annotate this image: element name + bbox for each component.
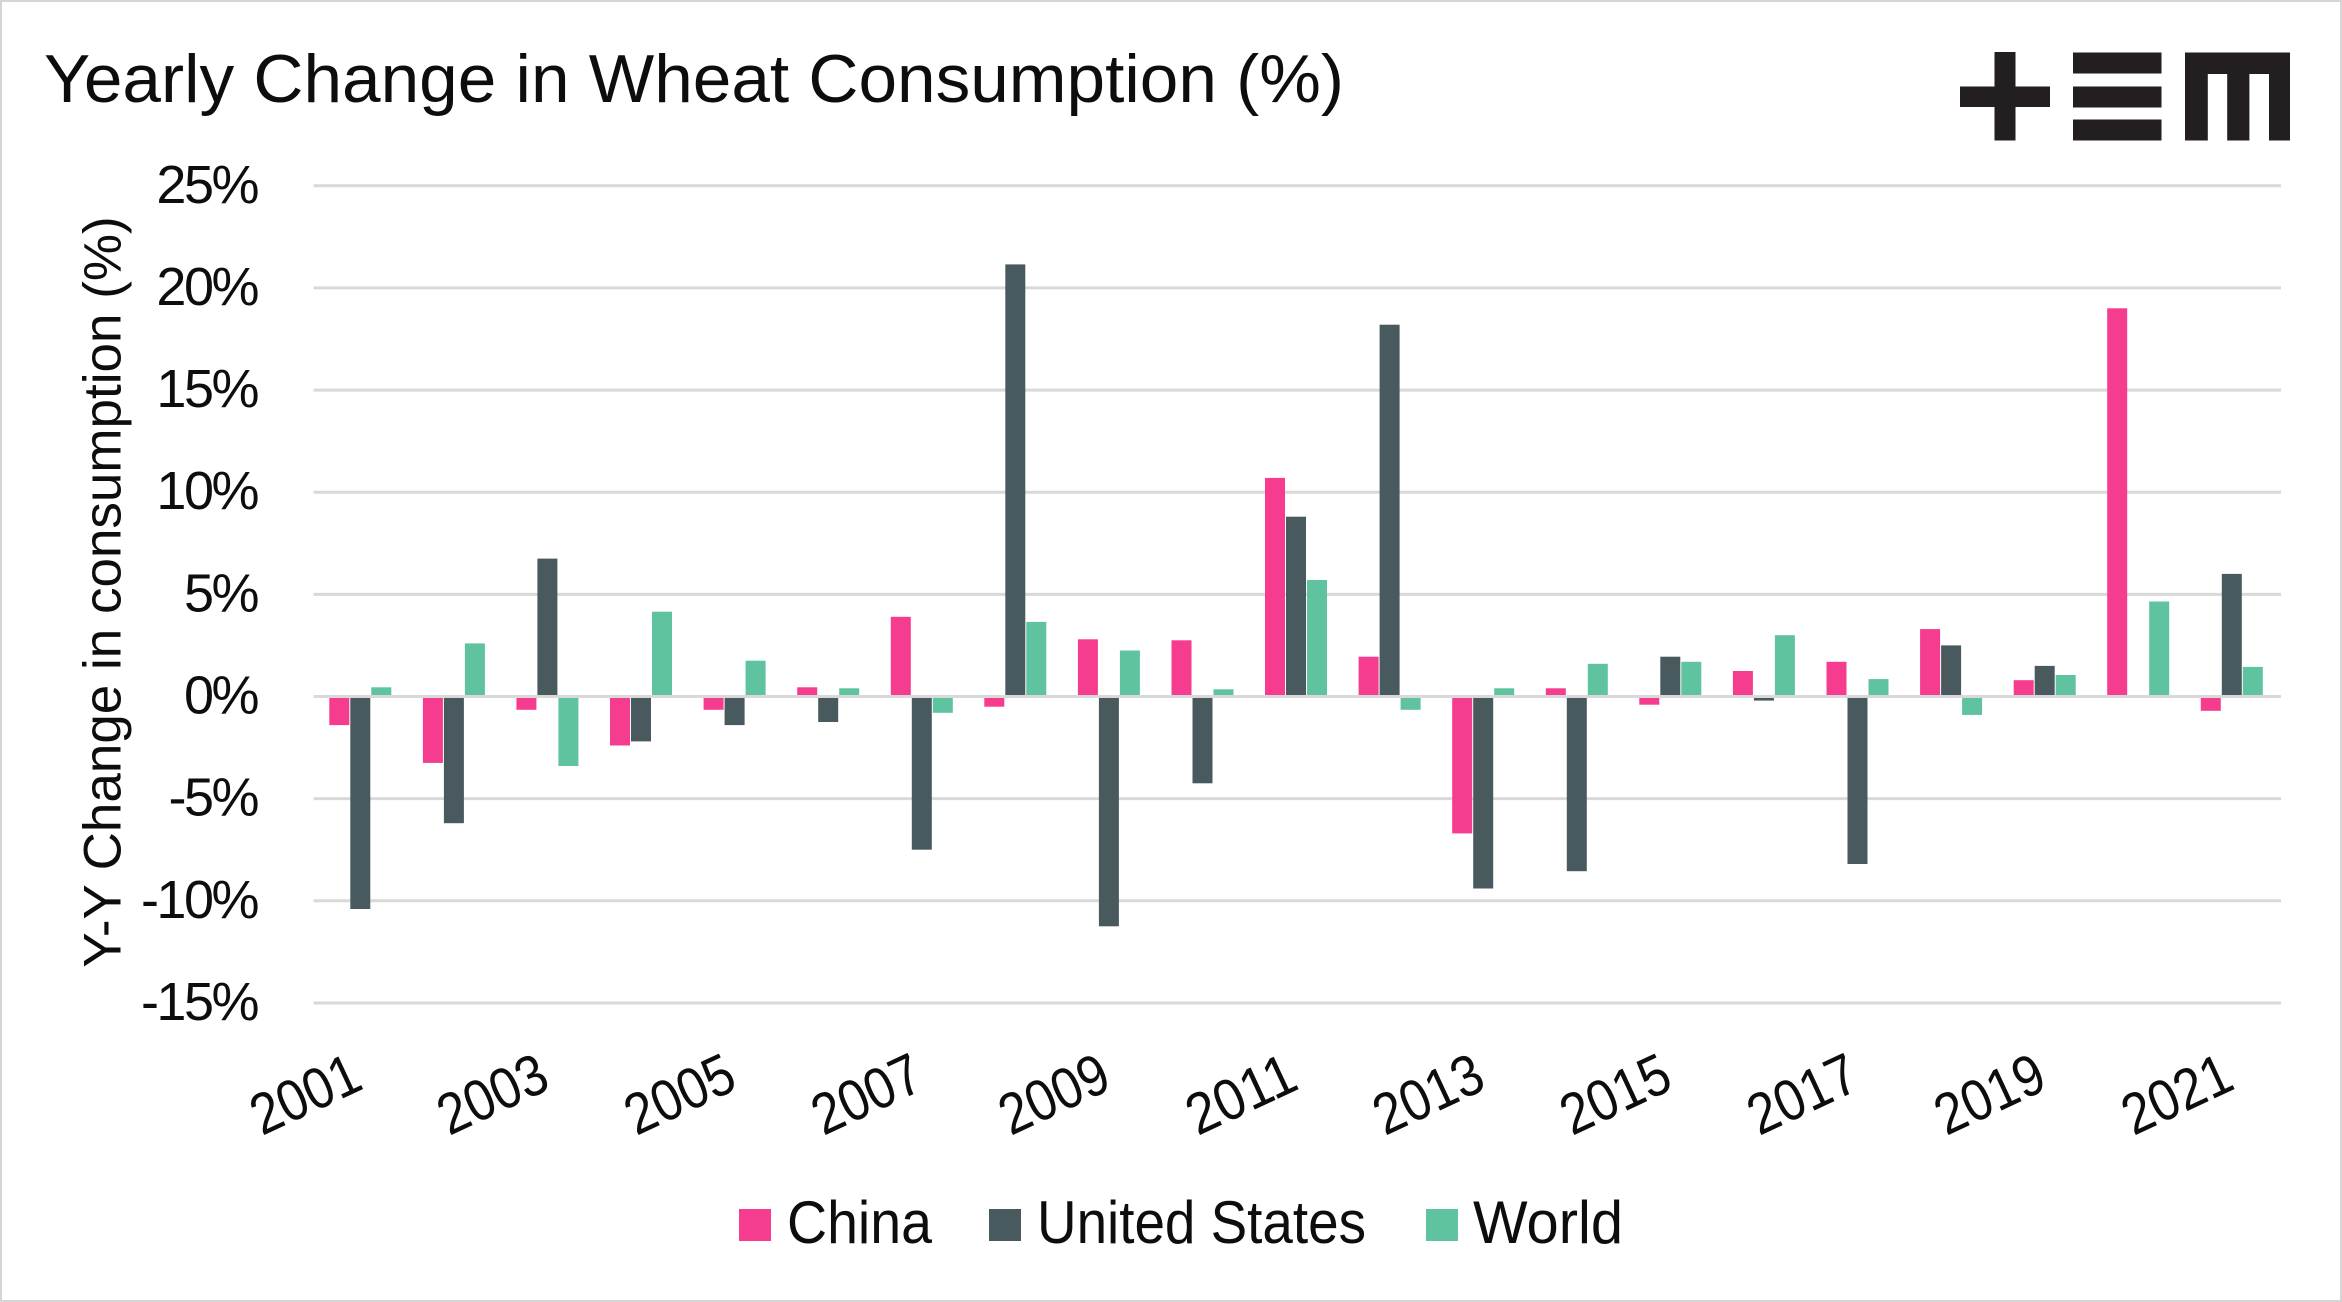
svg-text:0%: 0% — [184, 666, 259, 726]
svg-text:2003: 2003 — [427, 1041, 558, 1148]
svg-text:2011: 2011 — [1176, 1041, 1307, 1148]
svg-text:5%: 5% — [184, 563, 259, 623]
svg-text:2007: 2007 — [801, 1041, 932, 1148]
svg-text:2015: 2015 — [1550, 1041, 1681, 1148]
svg-text:-10%: -10% — [141, 870, 259, 930]
svg-text:2009: 2009 — [989, 1041, 1120, 1148]
svg-text:25%: 25% — [156, 155, 258, 215]
svg-text:2017: 2017 — [1737, 1041, 1868, 1148]
svg-text:Yearly Change in Wheat Consump: Yearly Change in Wheat Consumption (%) — [44, 41, 1344, 117]
svg-text:-15%: -15% — [141, 972, 259, 1032]
svg-text:2021: 2021 — [2112, 1041, 2243, 1148]
svg-text:2001: 2001 — [240, 1041, 371, 1148]
svg-text:20%: 20% — [156, 257, 258, 317]
svg-text:2013: 2013 — [1363, 1041, 1494, 1148]
svg-text:10%: 10% — [156, 461, 258, 521]
svg-text:China: China — [787, 1189, 933, 1256]
svg-text:15%: 15% — [156, 359, 258, 419]
svg-text:Y-Y Change in consumption (%): Y-Y Change in consumption (%) — [74, 216, 133, 967]
svg-text:-5%: -5% — [168, 768, 258, 828]
svg-text:2019: 2019 — [1924, 1041, 2055, 1148]
svg-text:United States: United States — [1037, 1189, 1366, 1256]
svg-text:World: World — [1473, 1189, 1623, 1256]
svg-text:2005: 2005 — [614, 1041, 745, 1148]
